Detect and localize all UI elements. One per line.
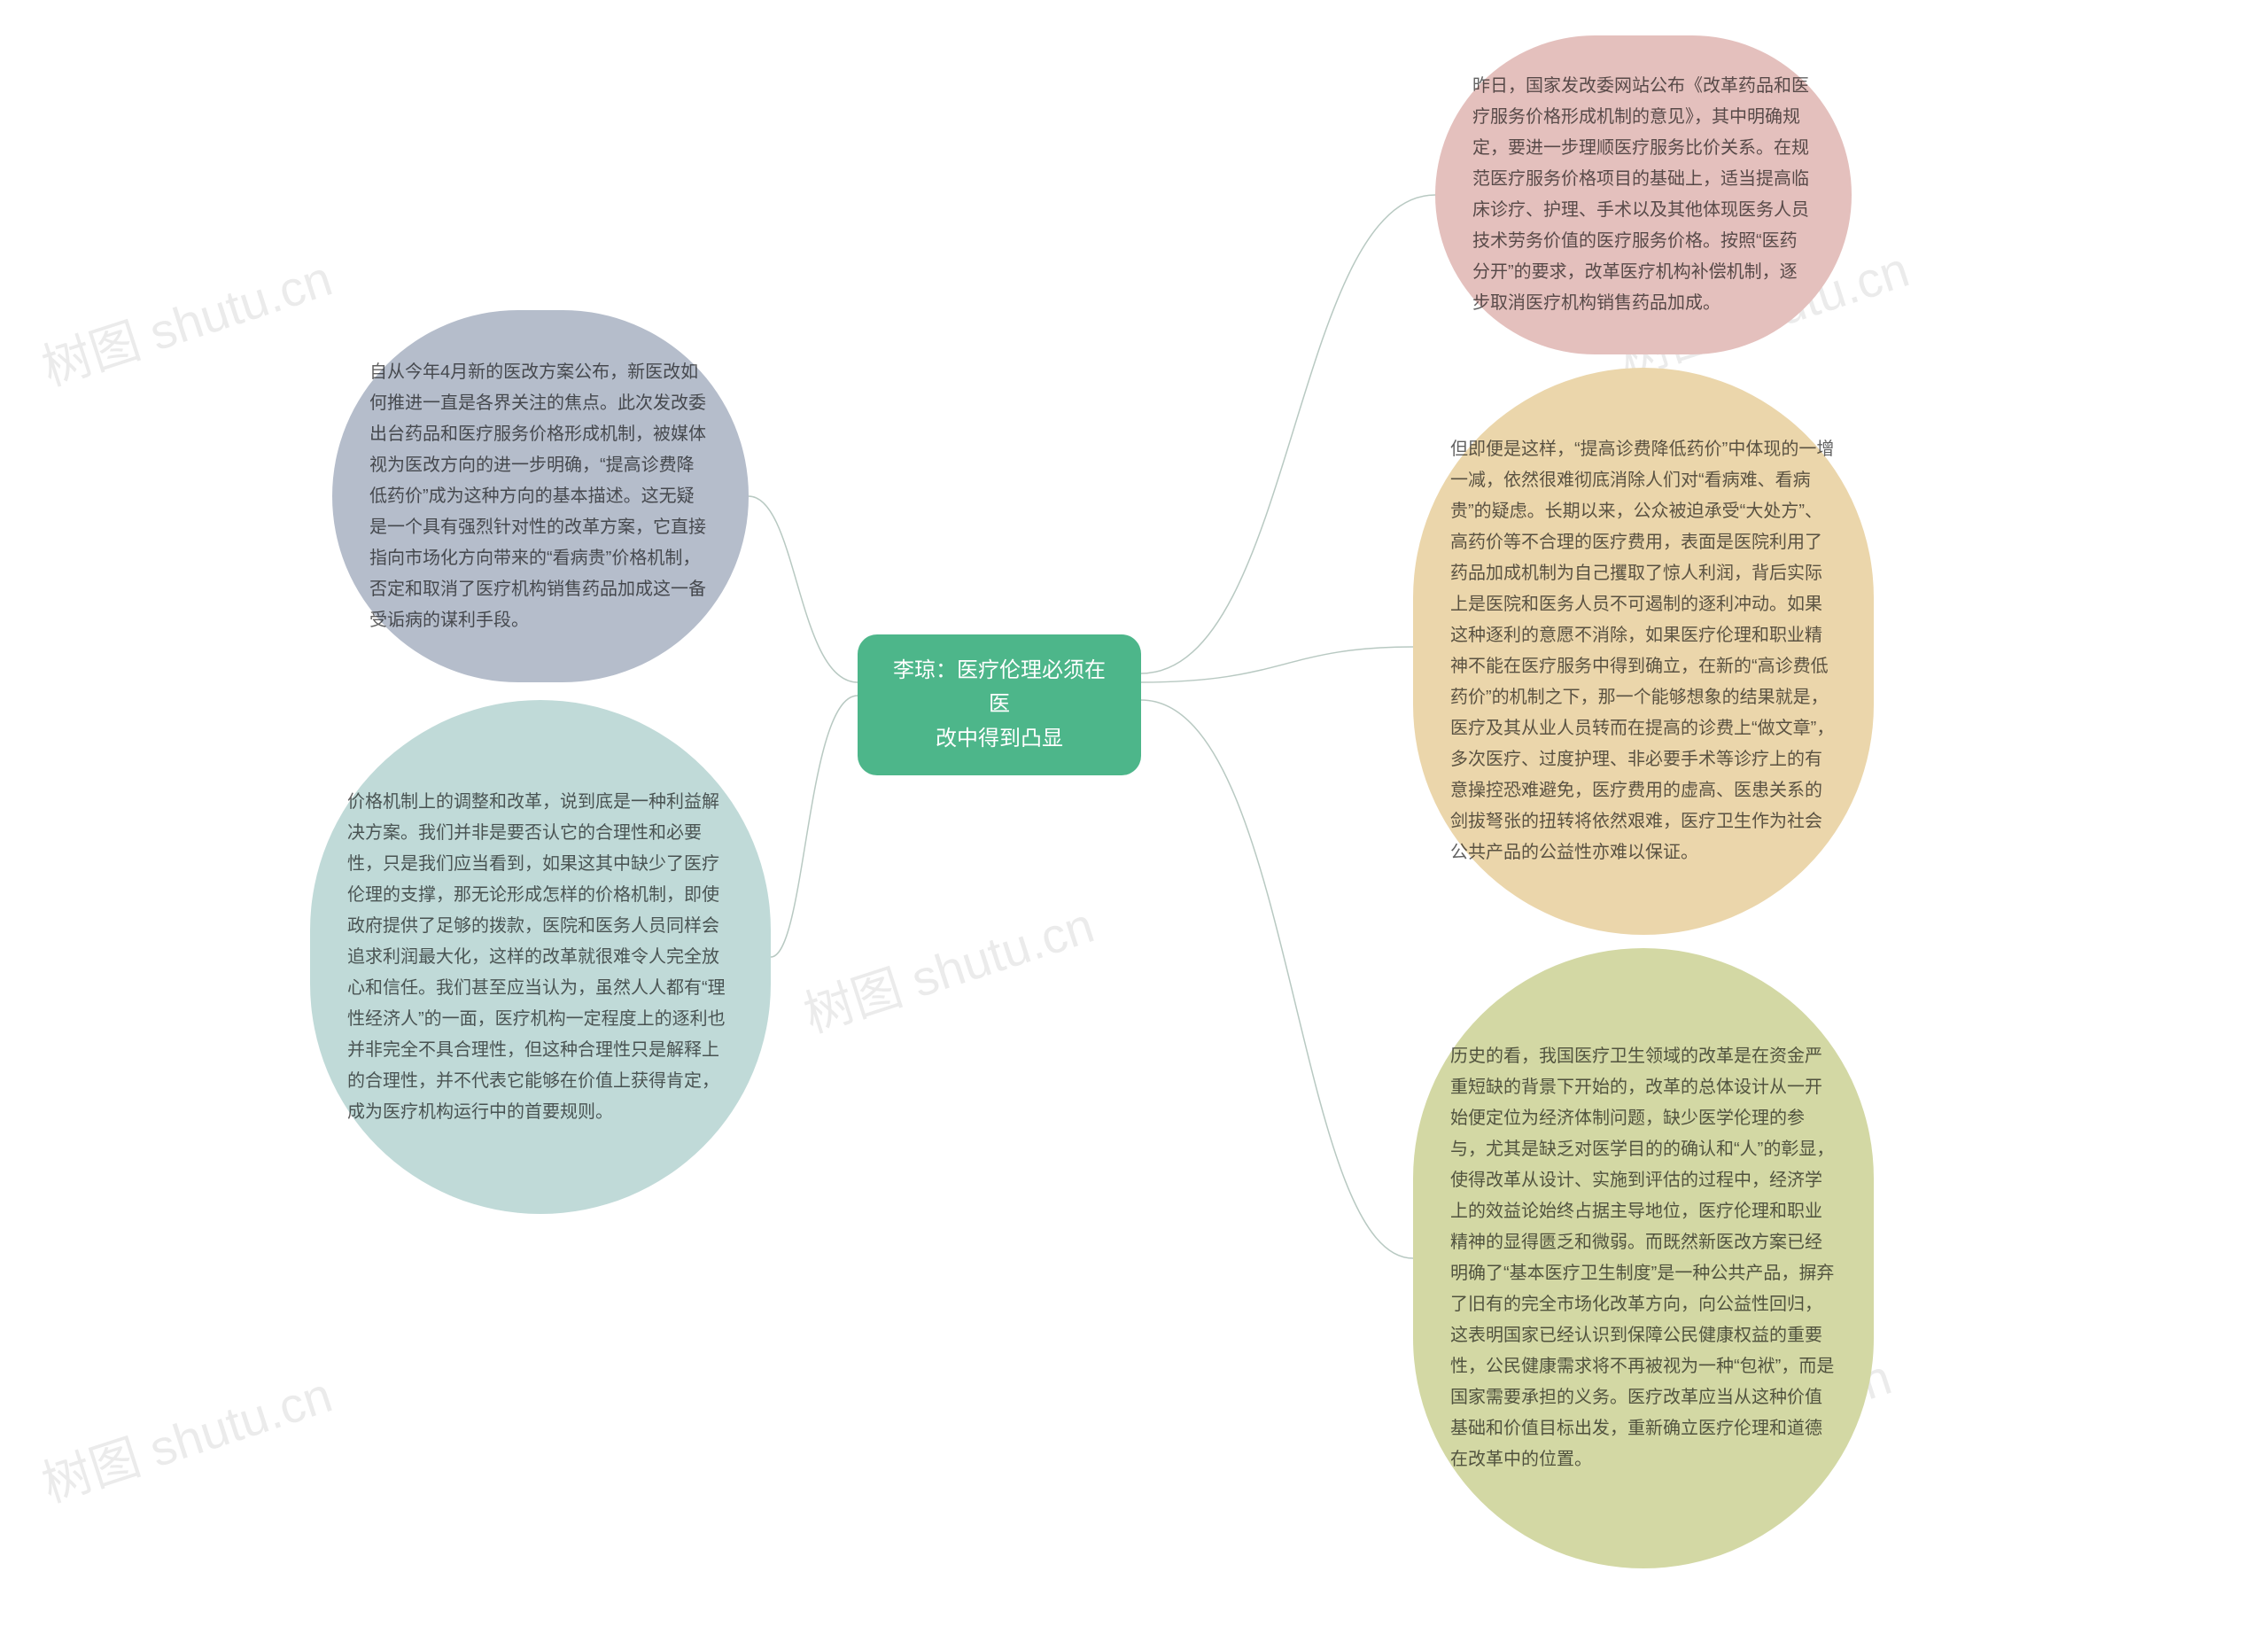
center-line2: 改中得到凸显 bbox=[884, 722, 1115, 756]
branch-node-right3: 历史的看，我国医疗卫生领域的改革是在资金严重短缺的背景下开始的，改革的总体设计从… bbox=[1413, 948, 1874, 1568]
watermark: 树图 shutu.cn bbox=[32, 239, 340, 401]
branch-node-left1: 自从今年4月新的医改方案公布，新医改如何推进一直是各界关注的焦点。此次发改委出台… bbox=[332, 310, 749, 682]
branch-text: 但即便是这样，“提高诊费降低药价”中体现的一增一减，依然很难彻底消除人们对“看病… bbox=[1450, 434, 1837, 868]
branch-text: 价格机制上的调整和改革，说到底是一种利益解决方案。我们并非是要否认它的合理性和必… bbox=[347, 787, 734, 1128]
branch-node-right2: 但即便是这样，“提高诊费降低药价”中体现的一增一减，依然很难彻底消除人们对“看病… bbox=[1413, 368, 1874, 935]
watermark: 树图 shutu.cn bbox=[32, 1356, 340, 1517]
branch-text: 昨日，国家发改委网站公布《改革药品和医疗服务价格形成机制的意见》，其中明确规定，… bbox=[1472, 71, 1814, 319]
branch-node-left2: 价格机制上的调整和改革，说到底是一种利益解决方案。我们并非是要否认它的合理性和必… bbox=[310, 700, 771, 1214]
watermark: 树图 shutu.cn bbox=[794, 886, 1102, 1047]
branch-text: 历史的看，我国医疗卫生领域的改革是在资金严重短缺的背景下开始的，改革的总体设计从… bbox=[1450, 1041, 1837, 1475]
connector-layer bbox=[0, 0, 2268, 1626]
branch-node-right1: 昨日，国家发改委网站公布《改革药品和医疗服务价格形成机制的意见》，其中明确规定，… bbox=[1435, 35, 1852, 354]
branch-text: 自从今年4月新的医改方案公布，新医改如何推进一直是各界关注的焦点。此次发改委出台… bbox=[369, 357, 711, 636]
center-node: 李琼：医疗伦理必须在医 改中得到凸显 bbox=[858, 634, 1141, 775]
center-line1: 李琼：医疗伦理必须在医 bbox=[884, 654, 1115, 722]
